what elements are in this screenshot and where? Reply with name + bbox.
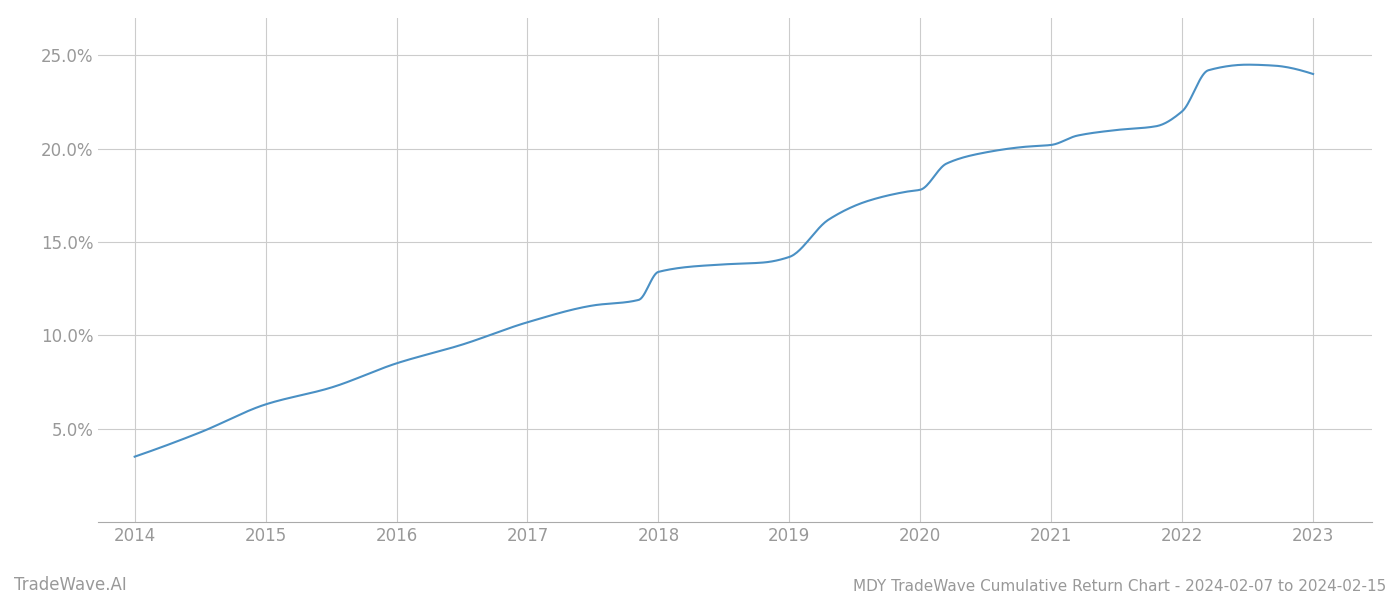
Text: TradeWave.AI: TradeWave.AI: [14, 576, 127, 594]
Text: MDY TradeWave Cumulative Return Chart - 2024-02-07 to 2024-02-15: MDY TradeWave Cumulative Return Chart - …: [853, 579, 1386, 594]
